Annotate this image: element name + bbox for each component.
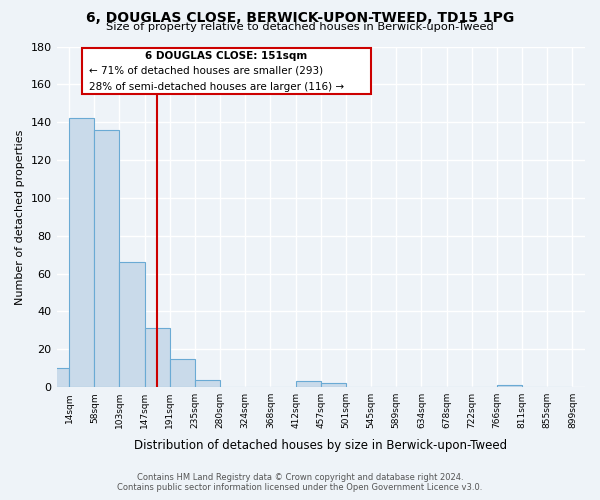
X-axis label: Distribution of detached houses by size in Berwick-upon-Tweed: Distribution of detached houses by size …: [134, 440, 508, 452]
Text: 6, DOUGLAS CLOSE, BERWICK-UPON-TWEED, TD15 1PG: 6, DOUGLAS CLOSE, BERWICK-UPON-TWEED, TD…: [86, 11, 514, 25]
FancyBboxPatch shape: [82, 48, 371, 94]
Bar: [497, 386, 522, 387]
Text: 6 DOUGLAS CLOSE: 151sqm: 6 DOUGLAS CLOSE: 151sqm: [145, 51, 308, 61]
Bar: [145, 328, 170, 387]
Y-axis label: Number of detached properties: Number of detached properties: [15, 129, 25, 304]
Text: ← 71% of detached houses are smaller (293): ← 71% of detached houses are smaller (29…: [89, 65, 323, 75]
Bar: [94, 130, 119, 387]
Bar: [44, 368, 69, 387]
Text: Size of property relative to detached houses in Berwick-upon-Tweed: Size of property relative to detached ho…: [106, 22, 494, 32]
Text: Contains HM Land Registry data © Crown copyright and database right 2024.
Contai: Contains HM Land Registry data © Crown c…: [118, 473, 482, 492]
Bar: [321, 384, 346, 387]
Bar: [195, 380, 220, 387]
Text: 28% of semi-detached houses are larger (116) →: 28% of semi-detached houses are larger (…: [89, 82, 344, 92]
Bar: [170, 359, 195, 387]
Bar: [69, 118, 94, 387]
Bar: [296, 382, 321, 387]
Bar: [119, 262, 145, 387]
